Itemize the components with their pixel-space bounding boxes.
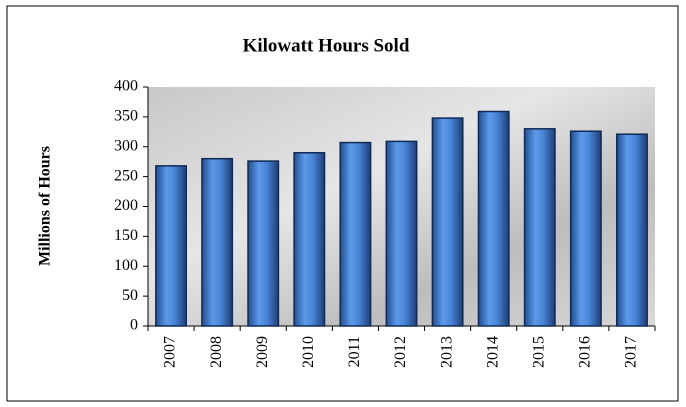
x-tick-label: 2017 xyxy=(623,336,640,368)
bar xyxy=(431,117,464,327)
y-tick-label: 300 xyxy=(114,137,138,154)
y-tick-label: 0 xyxy=(130,317,138,334)
bar xyxy=(155,165,188,327)
x-tick-label: 2007 xyxy=(162,336,179,368)
bar xyxy=(247,160,280,327)
bar xyxy=(477,110,510,327)
x-tick-label: 2013 xyxy=(438,336,455,368)
y-tick-label: 50 xyxy=(122,287,138,304)
y-tick-label: 250 xyxy=(114,167,138,184)
bar xyxy=(615,133,648,327)
x-tick-label: 2014 xyxy=(484,336,501,368)
x-tick-label: 2012 xyxy=(392,336,409,368)
bar xyxy=(201,157,234,327)
y-tick-label: 100 xyxy=(114,257,138,274)
y-axis-label: Millions of Hours xyxy=(37,146,54,266)
bar xyxy=(523,128,556,327)
bar xyxy=(385,140,418,327)
x-tick-label: 2009 xyxy=(254,336,271,368)
bar xyxy=(293,151,326,327)
x-tick-label: 2015 xyxy=(530,336,547,368)
x-tick-label: 2008 xyxy=(208,336,225,368)
y-tick-label: 400 xyxy=(114,78,138,95)
bar xyxy=(339,141,372,327)
bar xyxy=(569,130,602,327)
y-tick-label: 200 xyxy=(114,197,138,214)
chart-title: Kilowatt Hours Sold xyxy=(243,35,410,56)
x-tick-label: 2016 xyxy=(577,336,594,368)
y-tick-label: 150 xyxy=(114,227,138,244)
x-tick-label: 2011 xyxy=(346,336,363,367)
y-tick-label: 350 xyxy=(114,108,138,125)
x-tick-label: 2010 xyxy=(300,336,317,368)
